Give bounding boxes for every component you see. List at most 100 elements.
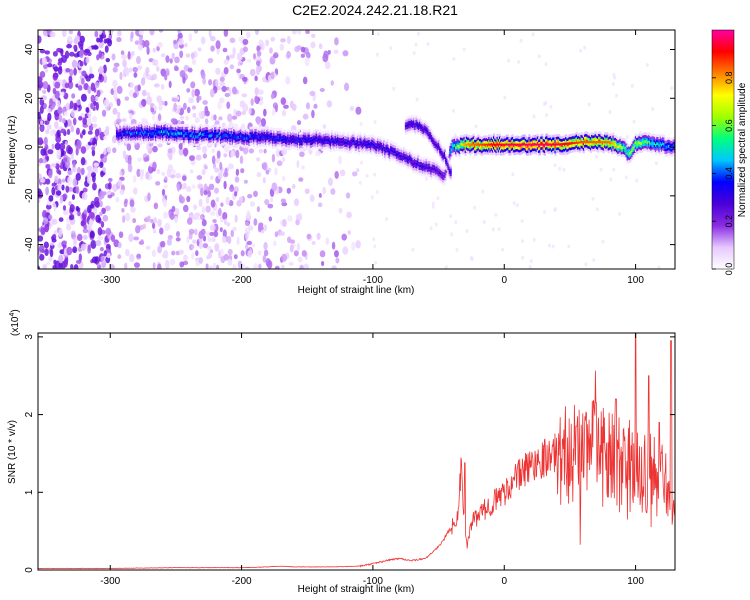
- heatmap-cell: [401, 158, 404, 162]
- heatmap-cell: [269, 56, 276, 65]
- heatmap-cell: [481, 153, 484, 156]
- heatmap-cell: [279, 139, 282, 142]
- heatmap-cell: [403, 154, 406, 158]
- heatmap-cell: [548, 151, 551, 154]
- heatmap-cell: [214, 135, 217, 138]
- heatmap-cell: [593, 148, 596, 152]
- heatmap-cell: [323, 144, 326, 148]
- heatmap-cell: [516, 146, 519, 149]
- heatmap-cell: [122, 215, 126, 223]
- heatmap-cell: [266, 140, 269, 144]
- heatmap-cell: [417, 166, 420, 169]
- heatmap-cell: [326, 144, 329, 147]
- heatmap-cell: [569, 134, 572, 137]
- heatmap-cell: [230, 138, 233, 142]
- heatmap-cell: [133, 134, 136, 137]
- heatmap-cell: [204, 129, 207, 133]
- heatmap-cell: [494, 212, 498, 217]
- heatmap-cell: [586, 145, 589, 148]
- heatmap-cell: [58, 228, 63, 238]
- heatmap-cell: [333, 133, 336, 136]
- heatmap-cell: [419, 156, 422, 160]
- heatmap-cell: [296, 134, 299, 138]
- heatmap-cell: [327, 141, 330, 145]
- heatmap-cell: [610, 138, 613, 142]
- heatmap-cell: [46, 30, 51, 35]
- heatmap-cell: [245, 142, 248, 145]
- heatmap-cell: [212, 219, 217, 224]
- heatmap-cell: [396, 145, 399, 148]
- heatmap-cell: [254, 131, 257, 135]
- heatmap-cell: [54, 112, 60, 121]
- heatmap-cell: [650, 145, 653, 148]
- heatmap-cell: [514, 152, 517, 155]
- heatmap-cell: [637, 150, 640, 154]
- heatmap-cell: [607, 150, 610, 154]
- heatmap-cell: [105, 256, 111, 264]
- heatmap-cell: [346, 136, 349, 140]
- heatmap-cell: [149, 139, 152, 142]
- heatmap-cell: [253, 133, 256, 137]
- heatmap-cell: [470, 257, 474, 262]
- heatmap-cell: [284, 146, 287, 150]
- heatmap-cell: [281, 133, 284, 136]
- heatmap-cell: [556, 147, 559, 150]
- heatmap-cell: [170, 133, 173, 137]
- heatmap-cell: [514, 141, 517, 145]
- heatmap-cell: [305, 140, 308, 144]
- heatmap-cell: [520, 218, 524, 223]
- heatmap-cell: [357, 135, 360, 139]
- heatmap-cell: [643, 132, 646, 136]
- heatmap-cell: [459, 134, 462, 138]
- heatmap-cell: [632, 144, 635, 147]
- heatmap-cell: [578, 149, 581, 152]
- heatmap-cell: [388, 156, 391, 160]
- heatmap-cell: [221, 137, 224, 141]
- heatmap-cell: [366, 148, 369, 152]
- heatmap-cell: [183, 131, 186, 135]
- heatmap-cell: [623, 148, 626, 152]
- heatmap-cell: [296, 120, 302, 126]
- heatmap-cell: [383, 137, 386, 141]
- heatmap-cell: [649, 133, 652, 136]
- heatmap-cell: [548, 135, 551, 138]
- heatmap-cell: [385, 152, 388, 156]
- heatmap-cell: [355, 137, 358, 140]
- heatmap-cell: [276, 138, 279, 142]
- heatmap-cell: [624, 141, 627, 145]
- heatmap-cell: [611, 151, 614, 155]
- heatmap-cell: [420, 167, 423, 171]
- heatmap-cell: [543, 209, 547, 214]
- heatmap-cell: [554, 145, 557, 148]
- heatmap-cell: [627, 157, 630, 160]
- heatmap-cell: [202, 141, 205, 144]
- heatmap-cell: [619, 149, 622, 153]
- heatmap-cell: [484, 141, 487, 144]
- heatmap-cell: [419, 126, 422, 130]
- heatmap-cell: [306, 142, 309, 145]
- heatmap-cell: [424, 133, 427, 136]
- heatmap-cell: [411, 163, 414, 166]
- heatmap-cell: [586, 137, 589, 140]
- heatmap-cell: [65, 185, 70, 193]
- heatmap-cell: [606, 134, 609, 138]
- heatmap-cell: [227, 135, 230, 139]
- heatmap-cell: [215, 124, 218, 127]
- heatmap-cell: [392, 158, 395, 162]
- heatmap-cell: [267, 126, 270, 129]
- heatmap-cell: [420, 130, 423, 134]
- heatmap-cell: [92, 123, 98, 128]
- heatmap-cell: [543, 150, 546, 153]
- heatmap-cell: [161, 171, 165, 176]
- heatmap-cell: [515, 151, 518, 155]
- heatmap-cell: [333, 138, 336, 142]
- heatmap-cell: [321, 135, 324, 138]
- heatmap-cell: [166, 136, 169, 139]
- heatmap-cell: [271, 146, 274, 150]
- heatmap-cell: [403, 151, 406, 155]
- heatmap-cell: [426, 127, 429, 130]
- heatmap-cell: [413, 161, 416, 165]
- heatmap-cell: [430, 166, 433, 170]
- heatmap-cell: [297, 134, 300, 138]
- heatmap-cell: [171, 135, 174, 138]
